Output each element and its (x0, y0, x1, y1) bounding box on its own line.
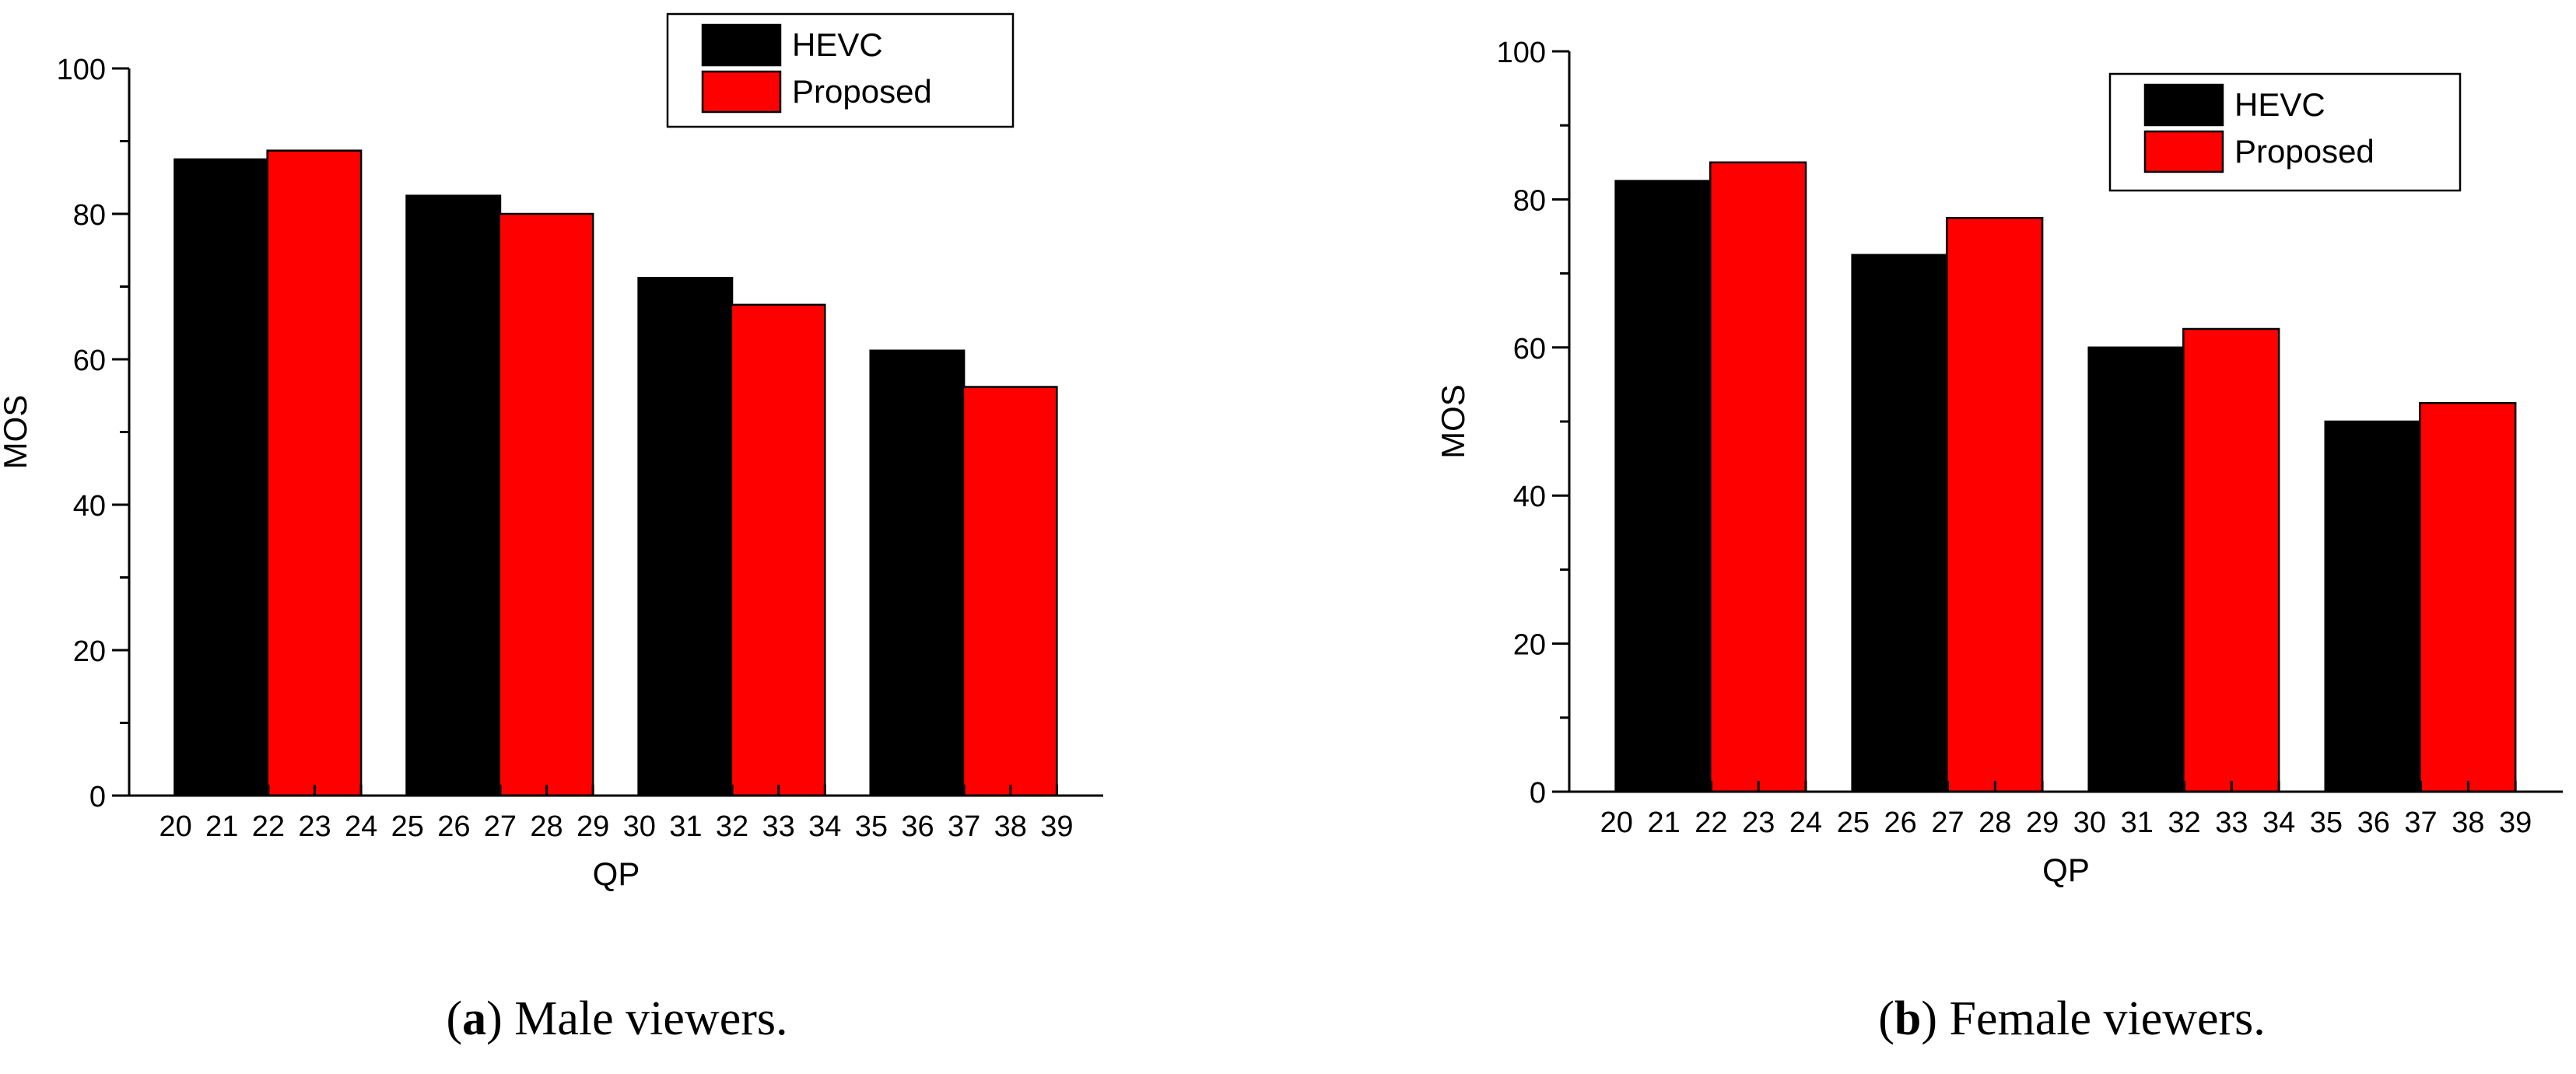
y-tick-label: 0 (89, 781, 106, 813)
y-tick-label: 80 (73, 199, 106, 232)
x-tick-label: 38 (994, 810, 1027, 843)
bar-hevc-2 (637, 277, 734, 797)
x-tick-label: 22 (1695, 806, 1727, 839)
bar-proposed-0 (1709, 161, 1807, 793)
x-tick-label: 39 (1040, 810, 1073, 843)
x-tick-label: 31 (669, 810, 702, 843)
legend: HEVC Proposed (2108, 72, 2462, 192)
x-tick-label: 23 (298, 810, 331, 843)
x-tick-label: 31 (2121, 806, 2154, 839)
caption-text: ) Female viewers. (1921, 992, 2265, 1045)
y-tick-label: 40 (1513, 481, 1546, 513)
bar-hevc-2 (2087, 346, 2185, 793)
caption-label: a (462, 992, 486, 1045)
figure-caption: (b) Female viewers. (1878, 992, 2266, 1045)
chart-panel-b: 0 20 40 60 80 100 20 21 22 23 24 25 26 27 28 29 30 31 32 33… (1435, 37, 2563, 1045)
x-tick-label: 25 (391, 810, 424, 843)
bar-hevc-0 (173, 158, 270, 797)
bar-hevc-1 (405, 194, 502, 797)
x-tick-label: 26 (1884, 806, 1917, 839)
x-tick-label: 25 (1837, 806, 1870, 839)
legend-label-proposed: Proposed (792, 73, 932, 110)
legend-label-hevc: HEVC (2234, 86, 2325, 123)
caption-text: ) Male viewers. (486, 992, 787, 1045)
y-tick-label: 100 (57, 54, 106, 86)
bar-proposed-2 (2182, 327, 2280, 793)
bar-hevc-3 (2324, 420, 2422, 793)
x-tick-label: 27 (1931, 806, 1964, 839)
bar-proposed-0 (266, 149, 363, 797)
bar-hevc-0 (1614, 180, 1712, 793)
x-tick-label: 21 (205, 810, 238, 843)
x-tick-label: 36 (901, 810, 934, 843)
y-tick-label: 80 (1513, 184, 1546, 217)
x-tick-label: 21 (1647, 806, 1680, 839)
x-tick-label: 24 (345, 810, 377, 843)
figure-caption: (a) Male viewers. (446, 992, 787, 1045)
legend-swatch-hevc (701, 23, 782, 67)
x-tick-label: 37 (2404, 806, 2437, 839)
x-tick-label: 30 (2073, 806, 2106, 839)
bar-proposed-1 (1946, 216, 2044, 793)
x-tick-label: 37 (948, 810, 980, 843)
x-tick-label: 20 (159, 810, 191, 843)
chart-panel-a: 0 20 40 60 80 100 20 21 22 23 24 25 26 27 28 29 30 31 32 33… (0, 12, 1103, 1045)
bar-hevc-1 (1851, 254, 1949, 793)
x-axis-title: QP (593, 855, 640, 892)
x-tick-label: 34 (2262, 806, 2295, 839)
x-tick-label: 30 (623, 810, 656, 843)
legend-swatch-proposed (2143, 130, 2224, 173)
x-tick-label: 23 (1742, 806, 1775, 839)
y-tick-label: 40 (73, 490, 106, 523)
legend-label-hevc: HEVC (792, 26, 883, 63)
x-tick-label: 39 (2499, 806, 2532, 839)
legend-label-proposed: Proposed (2234, 133, 2374, 170)
caption-label: b (1894, 992, 1921, 1045)
bar-proposed-3 (962, 386, 1058, 797)
caption-open-paren: ( (446, 992, 462, 1045)
x-axis-title: QP (2042, 852, 2090, 888)
x-tick-label: 35 (855, 810, 888, 843)
legend-swatch-proposed (701, 70, 782, 114)
x-tick-label: 29 (577, 810, 609, 843)
x-tick-label: 32 (2168, 806, 2200, 839)
legend-swatch-hevc (2143, 83, 2224, 127)
y-axis-title: MOS (0, 395, 33, 470)
x-tick-label: 20 (1600, 806, 1633, 839)
x-tick-label: 34 (808, 810, 841, 843)
x-tick-label: 38 (2452, 806, 2484, 839)
x-tick-label: 33 (762, 810, 795, 843)
x-tick-label: 36 (2357, 806, 2390, 839)
x-tick-label: 33 (2215, 806, 2248, 839)
x-tick-label: 28 (530, 810, 563, 843)
bar-proposed-2 (730, 303, 826, 797)
y-tick-label: 20 (1513, 629, 1546, 662)
x-tick-label: 35 (2310, 806, 2343, 839)
x-tick-label: 24 (1789, 806, 1822, 839)
y-tick-label: 60 (1513, 333, 1546, 366)
bar-proposed-1 (498, 212, 594, 797)
x-tick-label: 29 (2026, 806, 2059, 839)
bar-proposed-3 (2419, 401, 2517, 793)
x-tick-label: 27 (484, 810, 517, 843)
caption-open-paren: ( (1878, 992, 1894, 1045)
x-tick-label: 28 (1978, 806, 2011, 839)
legend: HEVC Proposed (666, 12, 1015, 128)
y-tick-label: 20 (73, 635, 106, 668)
y-axis-title: MOS (1435, 384, 1471, 459)
x-tick-label: 26 (437, 810, 470, 843)
y-tick-label: 0 (1530, 777, 1546, 810)
y-tick-label: 60 (73, 345, 106, 377)
x-tick-label: 32 (716, 810, 748, 843)
y-tick-label: 100 (1497, 37, 1546, 69)
x-tick-label: 22 (252, 810, 285, 843)
bar-hevc-3 (869, 349, 966, 797)
